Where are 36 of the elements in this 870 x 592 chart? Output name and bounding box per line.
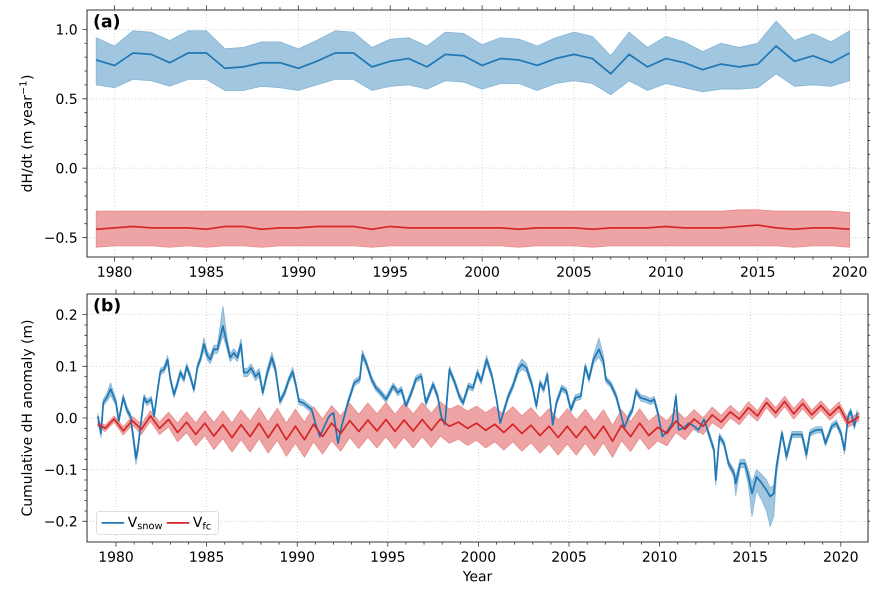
x-tick-label: 2015 bbox=[734, 551, 767, 562]
x-tick-label: 2005 bbox=[557, 266, 590, 277]
x-tick-label: 1985 bbox=[190, 266, 223, 277]
x-tick-label: 1995 bbox=[374, 266, 407, 277]
x-tick-label: 2000 bbox=[462, 551, 496, 562]
x-tick-label: 2015 bbox=[741, 266, 774, 277]
x-tick-label: 2000 bbox=[465, 266, 499, 277]
x-tick-label: 1980 bbox=[98, 266, 132, 277]
x-tick-label: 1995 bbox=[372, 551, 404, 562]
y-tick-label: 0.1 bbox=[56, 361, 76, 372]
x-tick-label: 1985 bbox=[190, 551, 224, 562]
x-tick-label: 2020 bbox=[832, 266, 866, 277]
chart-title: (a) bbox=[94, 14, 120, 30]
x-tick-label: 1990 bbox=[280, 551, 314, 562]
legend-label: V$_{snow}$ bbox=[128, 516, 162, 530]
chart-title: (b) bbox=[94, 298, 120, 314]
y-tick-label: 0.5 bbox=[56, 94, 76, 104]
x-tick-label: 1980 bbox=[100, 551, 133, 562]
x-tick-label: 1990 bbox=[282, 266, 316, 277]
y-tick-label: −0.1 bbox=[45, 464, 76, 475]
x-tick-label: 2005 bbox=[552, 551, 586, 562]
y-axis-title: dH/dt (m year$^{−1}$) bbox=[19, 76, 35, 192]
x-tick-label: 2010 bbox=[642, 551, 676, 562]
x-tick-label: 2010 bbox=[649, 266, 683, 277]
y-tick-label: 0.0 bbox=[56, 412, 77, 424]
x-tick-label: 2020 bbox=[824, 551, 858, 562]
x-axis-title: Year bbox=[462, 571, 492, 582]
y-tick-label: −0.5 bbox=[45, 232, 76, 243]
line-series bbox=[95, 45, 850, 75]
y-tick-label: 0.2 bbox=[56, 309, 76, 320]
y-tick-label: 1.0 bbox=[56, 24, 77, 35]
y-tick-label: −0.2 bbox=[45, 516, 76, 527]
y-tick-label: 0.0 bbox=[56, 162, 77, 174]
legend-label: V$_{fc}$ bbox=[192, 516, 211, 530]
y-axis-title: Cumulative dH anomaly (m) bbox=[21, 320, 35, 516]
line-series bbox=[97, 400, 860, 442]
